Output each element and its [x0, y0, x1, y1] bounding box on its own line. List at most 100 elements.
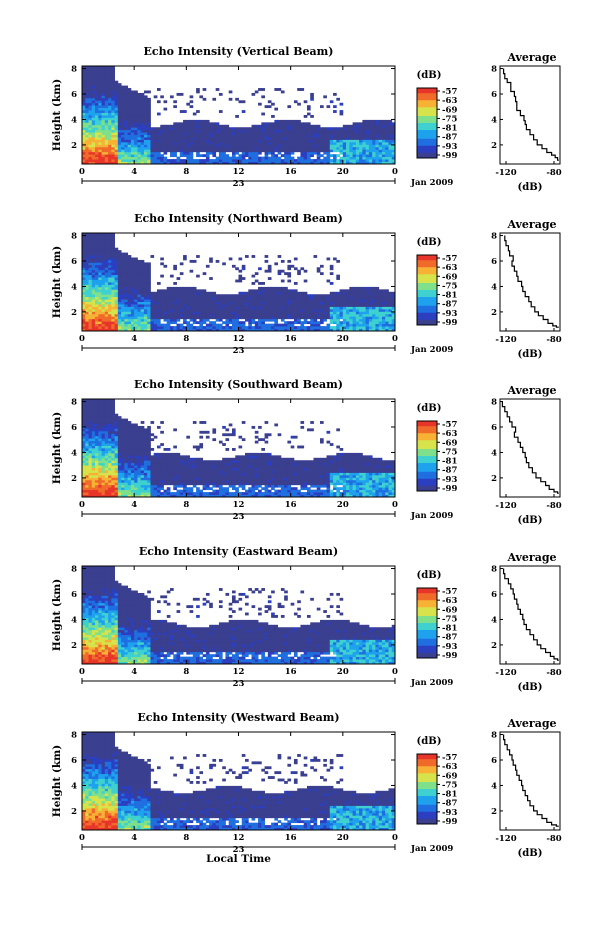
heatmap-cell — [346, 321, 350, 325]
heatmap-cell — [85, 306, 89, 310]
heatmap-cell — [153, 129, 158, 133]
heatmap-cell — [231, 132, 236, 135]
heatmap-cell — [85, 282, 89, 285]
heatmap-cell — [98, 139, 102, 143]
heatmap-cell — [346, 127, 350, 131]
heatmap-cell — [98, 403, 102, 407]
heatmap-cell — [228, 296, 233, 300]
heatmap-cell — [111, 144, 115, 148]
heatmap-cell — [82, 146, 86, 150]
heatmap-cell — [143, 472, 148, 476]
heatmap-cell — [163, 326, 168, 329]
heatmap-cell — [297, 161, 301, 165]
heatmap-cell — [287, 137, 292, 140]
heatmap-cell — [104, 408, 109, 412]
heatmap-cell — [91, 269, 96, 273]
heatmap-cell — [85, 492, 89, 495]
heatmap-cell — [95, 289, 99, 293]
heatmap-cell — [140, 264, 145, 268]
heatmap-cell — [375, 326, 380, 329]
heatmap-cell — [375, 132, 380, 135]
heatmap-cell — [375, 323, 380, 327]
heatmap-cell — [127, 97, 132, 101]
heatmap-cell — [130, 477, 135, 481]
heatmap-cell — [186, 326, 190, 329]
heatmap-cell — [368, 141, 373, 145]
colorbar-tick-label: -99 — [442, 318, 457, 328]
heatmap-cell — [342, 149, 347, 153]
heatmap-cell — [88, 301, 93, 305]
heatmap-cell — [82, 318, 86, 322]
heatmap-cell — [111, 492, 115, 495]
heatmap-cell — [104, 242, 109, 246]
heatmap-cell — [218, 318, 223, 322]
heatmap-cell — [134, 477, 138, 481]
date-label: Jan 2009 — [410, 345, 453, 355]
heatmap-cell — [101, 95, 106, 99]
heatmap-cell — [95, 494, 99, 498]
heatmap-cell — [91, 282, 96, 285]
heatmap-cell — [82, 291, 86, 295]
heatmap-cell — [101, 144, 106, 148]
heatmap-cell — [88, 75, 93, 79]
heatmap-cell — [104, 494, 109, 498]
heatmap-cell — [241, 301, 246, 305]
heatmap-cell — [166, 323, 171, 327]
heatmap-cell — [101, 124, 106, 128]
heatmap-cell — [297, 313, 301, 317]
heatmap-cell — [163, 141, 168, 145]
heatmap-cell — [137, 117, 142, 121]
heatmap-cell — [82, 328, 86, 332]
heatmap-cell — [104, 264, 109, 268]
heatmap-cell — [127, 137, 132, 140]
heatmap-cell — [101, 250, 106, 253]
heatmap-cell — [349, 306, 354, 310]
heatmap-cell — [117, 492, 122, 495]
heatmap-cell — [342, 124, 347, 128]
heatmap-cell — [114, 467, 119, 471]
heatmap-cell — [121, 146, 125, 150]
heatmap-cell — [95, 282, 99, 285]
heatmap-cell — [199, 154, 204, 158]
heatmap-cell — [323, 294, 327, 298]
heatmap-cell — [104, 308, 109, 312]
heatmap-cell — [143, 460, 148, 464]
heatmap-cell — [368, 304, 373, 307]
heatmap-cell — [108, 489, 112, 493]
heatmap-cell — [359, 154, 363, 158]
heatmap-cell — [143, 129, 148, 133]
heatmap-cell — [85, 296, 89, 300]
heatmap-cell — [186, 119, 190, 123]
heatmap-cell — [117, 460, 122, 464]
heatmap-cell — [166, 161, 171, 165]
heatmap-cell — [85, 88, 89, 91]
heatmap-cell — [88, 259, 93, 263]
heatmap-cell — [388, 137, 393, 140]
heatmap-cell — [85, 235, 89, 239]
heatmap-cell — [313, 294, 318, 298]
heatmap-cell — [98, 452, 102, 456]
heatmap-cell — [137, 262, 142, 266]
heatmap-cell — [196, 129, 200, 133]
heatmap-cell — [111, 452, 115, 456]
heatmap-cell — [163, 129, 168, 133]
heatmap-cell — [91, 272, 96, 276]
heatmap-cell — [134, 323, 138, 327]
heatmap-cell — [267, 139, 272, 143]
heatmap-cell — [316, 304, 321, 307]
heatmap-cell — [91, 257, 96, 261]
heatmap-cell — [355, 154, 360, 158]
heatmap-cell — [101, 284, 106, 288]
heatmap-cell — [280, 308, 285, 312]
heatmap-cell — [137, 291, 142, 295]
heatmap-cell — [85, 129, 89, 133]
heatmap-cell — [143, 484, 148, 488]
heatmap-cell — [267, 144, 272, 148]
heatmap-cell — [306, 149, 311, 153]
colorbar-segment — [417, 142, 437, 145]
heatmap-cell — [192, 132, 197, 135]
heatmap-cell — [82, 438, 86, 442]
heatmap-cell — [140, 100, 145, 104]
heatmap-cell — [137, 440, 142, 444]
heatmap-cell — [121, 115, 125, 118]
